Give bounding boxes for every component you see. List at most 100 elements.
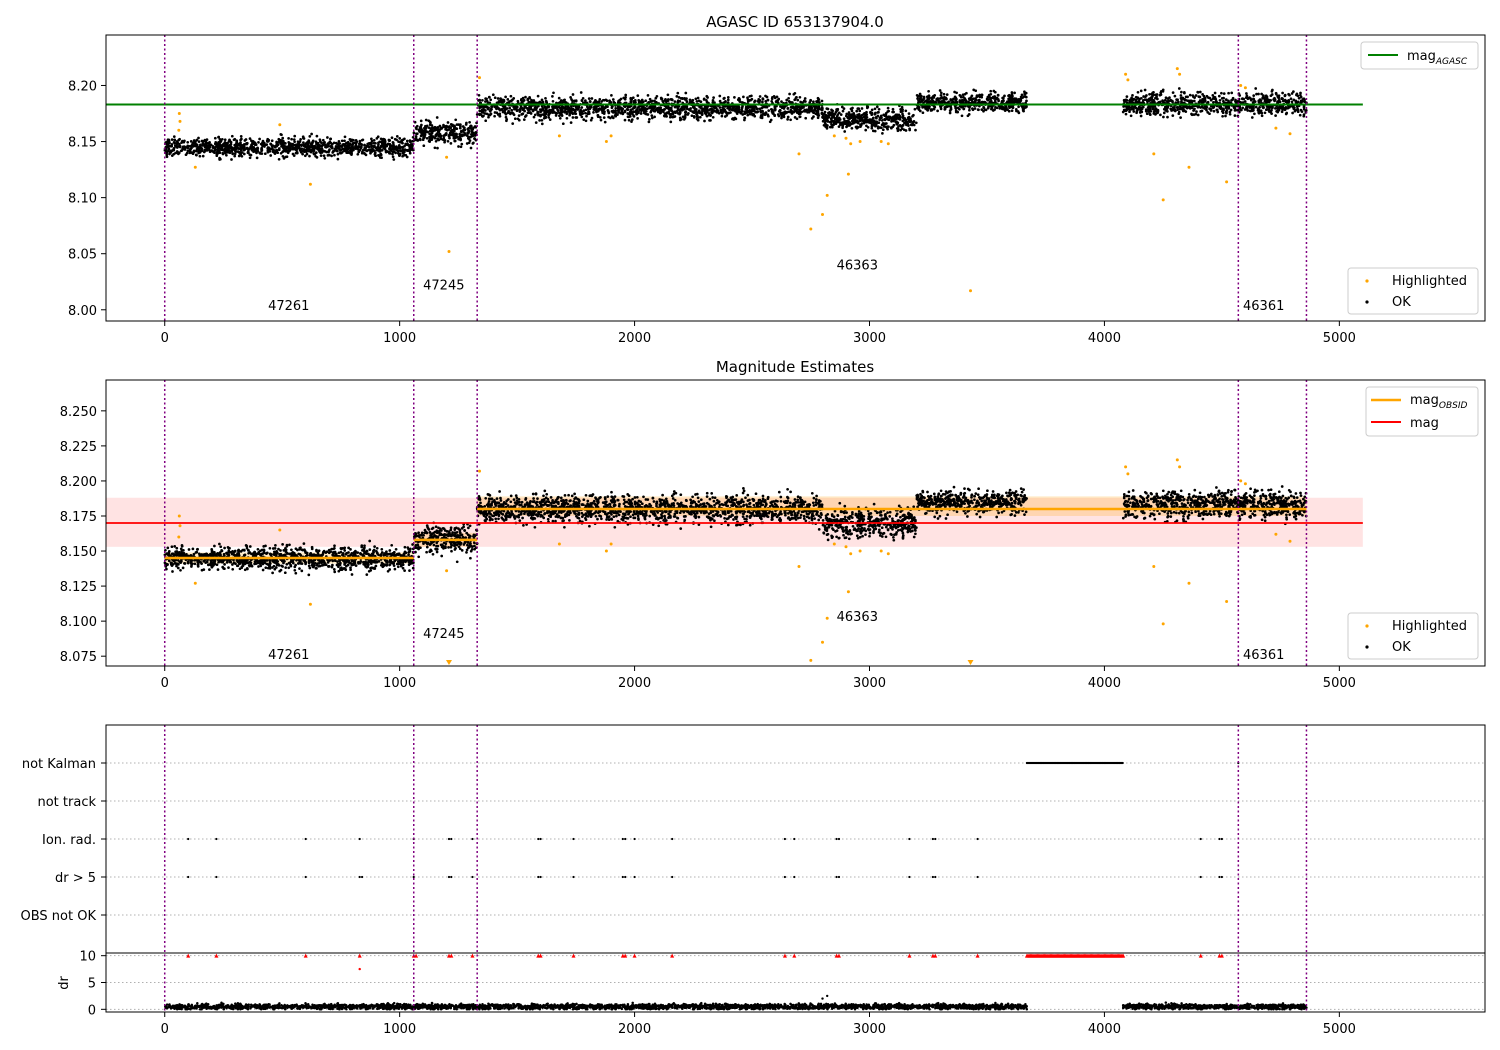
agasc-ok-point <box>982 109 985 113</box>
agasc-ok-point <box>381 139 384 143</box>
agasc-ok-point <box>647 120 651 124</box>
agasc-ok-point <box>279 142 283 145</box>
agasc-ok-point <box>570 98 573 101</box>
agasc-ok-point <box>623 105 627 109</box>
agasc-ok-point <box>788 92 791 96</box>
agasc-highlighted-point <box>178 119 182 123</box>
agasc-ok-point <box>1273 96 1276 100</box>
agasc-ok-point <box>214 140 218 144</box>
agasc-ok-point <box>804 109 807 113</box>
agasc-ok-point <box>370 139 374 143</box>
agasc-ok-point <box>851 106 854 110</box>
agasc-ok-point <box>1222 92 1226 95</box>
agasc-ok-point <box>489 98 493 102</box>
agasc-ok-point <box>900 105 904 109</box>
agasc-ok-point <box>1162 111 1166 115</box>
agasc-ok-point <box>891 107 895 111</box>
agasc-ok-point <box>945 93 949 96</box>
agasc-ok-point <box>859 125 862 128</box>
agasc-ok-point <box>884 111 888 115</box>
agasc-ok-point <box>197 140 201 143</box>
agasc-ok-point <box>398 145 401 148</box>
agasc-ok-point <box>1193 96 1196 99</box>
agasc-ok-point <box>489 112 493 116</box>
agasc-ok-point <box>687 111 690 115</box>
agasc-ok-point <box>759 111 763 114</box>
agasc-ok-point <box>879 126 883 130</box>
agasc-ok-point <box>718 99 722 103</box>
agasc-ok-point <box>675 95 679 98</box>
agasc-ok-point <box>220 137 224 141</box>
agasc-ok-point <box>377 143 380 147</box>
agasc-ok-point <box>781 106 785 110</box>
agasc-ok-point <box>1299 99 1303 103</box>
agasc-ok-point <box>400 149 404 153</box>
agasc-ok-point <box>524 105 527 109</box>
agasc-ytick-label: 8.10 <box>68 192 97 207</box>
agasc-ok-point <box>584 99 587 102</box>
agasc-ok-point <box>287 137 290 140</box>
agasc-ok-point <box>412 131 416 135</box>
agasc-ok-point <box>1278 107 1281 110</box>
agasc-ok-point <box>770 110 774 113</box>
agasc-ok-point <box>510 108 514 112</box>
agasc-ok-point <box>378 150 381 153</box>
agasc-ok-point <box>646 94 650 97</box>
agasc-ok-point <box>798 115 802 119</box>
agasc-ok-point <box>272 148 276 152</box>
agasc-ok-point <box>509 99 513 103</box>
agasc-ok-point <box>385 143 389 147</box>
agasc-ok-point <box>296 144 300 147</box>
agasc-ok-point <box>218 156 221 160</box>
agasc-ok-point <box>1228 110 1232 114</box>
estimates-ok-point <box>380 547 384 551</box>
agasc-ok-point <box>1188 105 1192 109</box>
agasc-ok-point <box>356 147 360 151</box>
agasc-ok-point <box>914 121 918 125</box>
agasc-ok-point <box>1219 107 1223 110</box>
agasc-ok-point <box>1152 112 1156 115</box>
agasc-legend-upper: magAGASC <box>1360 41 1479 70</box>
agasc-ok-point <box>641 105 645 109</box>
agasc-ok-point <box>451 133 455 137</box>
estimates-ok-point <box>288 543 291 547</box>
agasc-ok-point <box>901 109 904 113</box>
agasc-ok-point <box>1245 105 1248 109</box>
agasc-ok-point <box>685 105 689 108</box>
agasc-ok-point <box>768 120 772 124</box>
agasc-ok-point <box>820 99 824 103</box>
agasc-ok-point <box>221 148 224 152</box>
agasc-ok-point <box>428 132 431 136</box>
agasc-ok-point <box>713 106 717 110</box>
agasc-ok-point <box>467 135 470 139</box>
legend-highlighted-label: Highlighted <box>1392 274 1467 289</box>
agasc-ok-point <box>773 114 777 118</box>
agasc-ok-point <box>302 148 306 151</box>
legend-ok-marker <box>1365 300 1369 304</box>
agasc-ok-point <box>691 105 695 109</box>
agasc-ok-point <box>1211 97 1215 100</box>
agasc-ok-point <box>989 89 993 93</box>
agasc-ok-point <box>625 107 629 111</box>
agasc-ok-point <box>454 118 458 122</box>
agasc-ok-point <box>866 125 870 129</box>
agasc-ok-point <box>532 99 536 102</box>
agasc-ok-point <box>618 98 622 102</box>
agasc-ok-point <box>403 148 407 151</box>
agasc-ok-point <box>1251 108 1255 112</box>
agasc-ok-point <box>570 111 574 115</box>
agasc-ok-point <box>718 94 722 98</box>
agasc-ok-point <box>1024 95 1028 99</box>
estimates-ok-point <box>238 567 242 571</box>
agasc-ok-point <box>470 130 474 134</box>
agasc-ok-point <box>689 107 692 110</box>
agasc-ok-point <box>536 110 540 114</box>
agasc-ok-point <box>439 134 443 138</box>
agasc-ok-point <box>506 98 510 101</box>
agasc-ok-point <box>1131 94 1134 97</box>
agasc-ok-point <box>1193 107 1196 111</box>
agasc-ok-point <box>949 106 953 110</box>
agasc-ok-point <box>644 99 648 103</box>
agasc-ok-point <box>395 135 399 138</box>
agasc-ok-point <box>809 98 812 102</box>
